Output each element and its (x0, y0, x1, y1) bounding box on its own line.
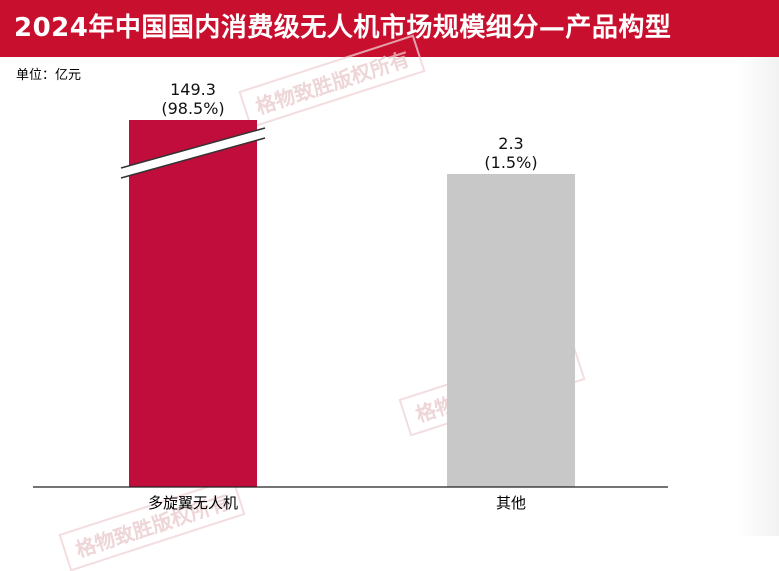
x-tick-label: 多旋翼无人机 (148, 494, 238, 512)
axis-break-line (120, 137, 266, 179)
axis-break-line (120, 127, 266, 169)
bar-2 (447, 174, 575, 487)
side-shade (737, 57, 779, 536)
data-label-share: (98.5%) (161, 99, 224, 118)
data-label-value: 149.3 (170, 80, 216, 99)
bar-chart: 149.3(98.5%) 多旋翼无人机 2.3(1.5%) 其他 (33, 80, 668, 512)
data-label-value: 2.3 (498, 134, 523, 153)
unit-label: 单位：亿元 (16, 68, 82, 83)
data-label-share: (1.5%) (484, 153, 537, 172)
bar-1 (129, 120, 257, 487)
x-tick-label: 其他 (496, 494, 526, 512)
axis-break-gap (121, 128, 265, 178)
chart-title: 2024年中国国内消费级无人机市场规模细分—产品构型 (0, 0, 779, 57)
